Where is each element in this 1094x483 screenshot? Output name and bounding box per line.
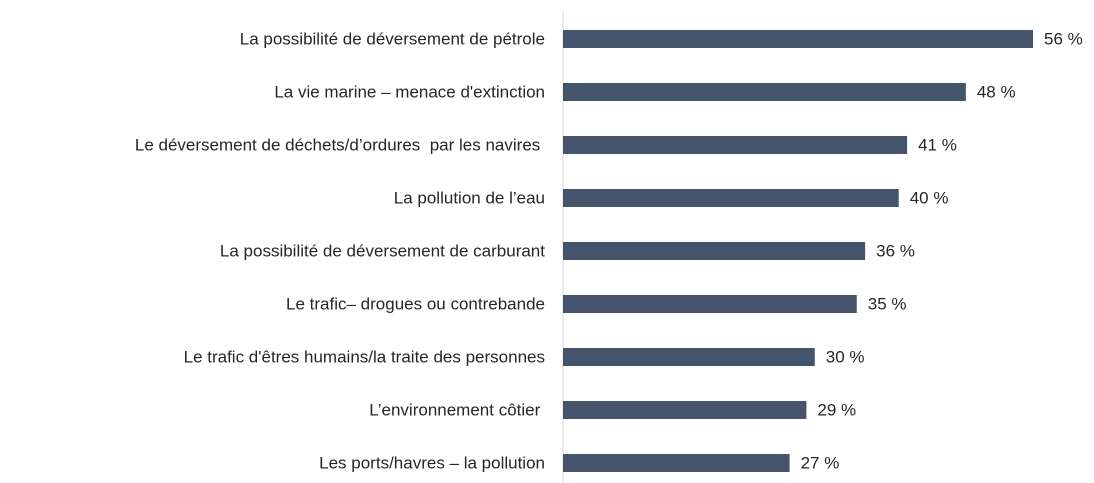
value-label: 41 % xyxy=(918,135,957,154)
value-label: 30 % xyxy=(826,347,865,366)
value-label: 48 % xyxy=(977,82,1016,101)
bar xyxy=(563,189,899,207)
category-label: Les ports/havres – la pollution xyxy=(319,453,545,472)
category-label: L’environnement côtier xyxy=(369,400,545,419)
value-label: 40 % xyxy=(910,188,949,207)
bar xyxy=(563,454,790,472)
value-label: 36 % xyxy=(876,241,915,260)
category-label: Le trafic d'êtres humains/la traite des … xyxy=(184,347,545,366)
category-label: La possibilité de déversement de carbura… xyxy=(220,241,545,260)
bar xyxy=(563,83,966,101)
category-label: La pollution de l’eau xyxy=(394,188,545,207)
value-label: 35 % xyxy=(868,294,907,313)
category-label: Le trafic– drogues ou contrebande xyxy=(286,294,545,313)
value-label: 56 % xyxy=(1044,29,1083,48)
bar xyxy=(563,242,866,260)
bar xyxy=(563,348,815,366)
value-label: 29 % xyxy=(817,400,856,419)
bar xyxy=(563,401,807,419)
category-label: La possibilité de déversement de pétrole xyxy=(240,29,545,48)
value-label: 27 % xyxy=(801,453,840,472)
bar xyxy=(563,136,908,154)
category-label: La vie marine – menace d'extinction xyxy=(274,82,545,101)
category-label: Le déversement de déchets/d’ordures par … xyxy=(135,135,545,154)
bar xyxy=(563,295,857,313)
bar xyxy=(563,30,1033,48)
